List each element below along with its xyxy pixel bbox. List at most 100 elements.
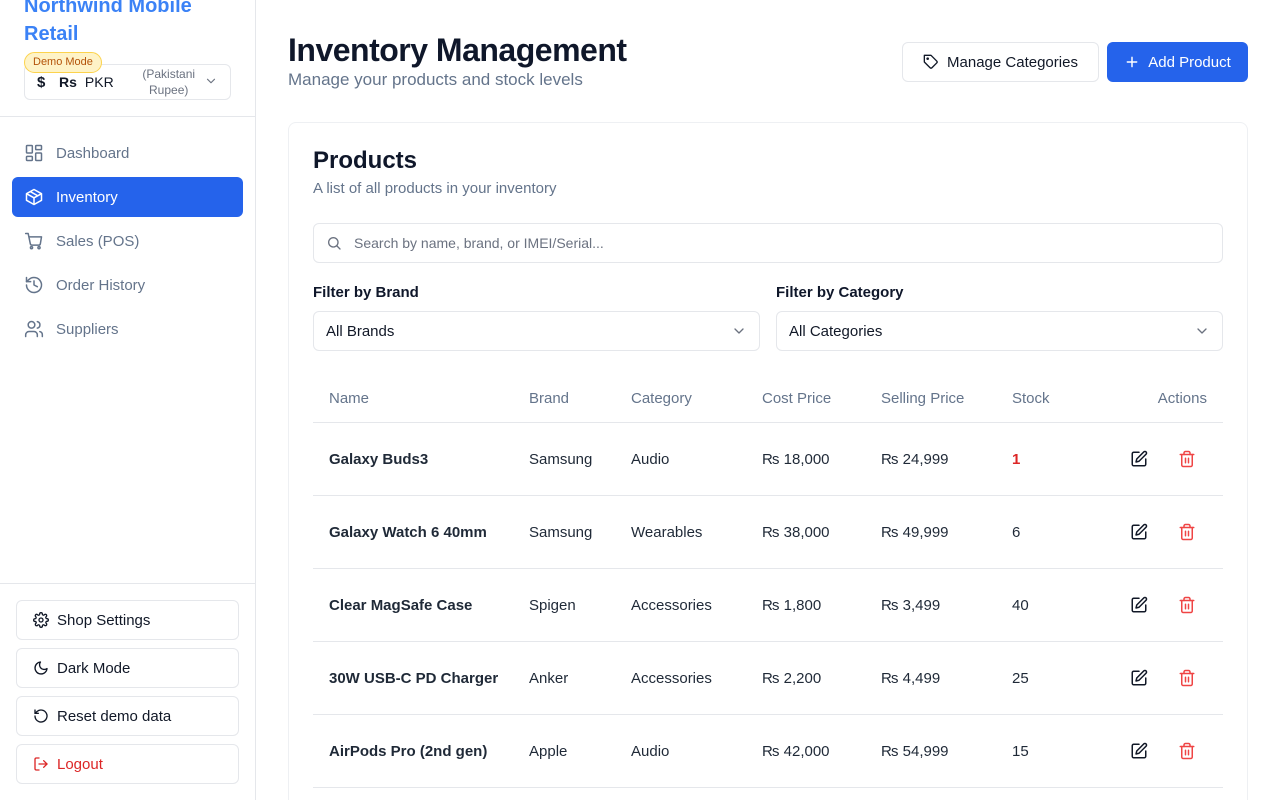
product-stock: 25 (1012, 669, 1029, 687)
sidebar-item-suppliers[interactable]: Suppliers (12, 309, 243, 349)
category-filter-select[interactable]: All Categories (776, 311, 1223, 351)
logout-label: Logout (57, 755, 103, 773)
product-selling-price: ₨ 24,999 (881, 450, 949, 468)
brand-filter-value: All Brands (326, 322, 395, 340)
edit-button[interactable] (1119, 439, 1159, 479)
dark-mode-label: Dark Mode (57, 659, 131, 677)
row-actions (1092, 439, 1223, 479)
table-row: Galaxy Watch 6 40mm Samsung Wearables ₨ … (313, 496, 1223, 569)
trash-icon (1179, 669, 1195, 687)
sidebar-item-sales-pos[interactable]: Sales (POS) (12, 221, 243, 261)
product-cost-price: ₨ 38,000 (762, 523, 830, 541)
dollar-icon: $ (37, 73, 46, 91)
column-header-name: Name (329, 390, 370, 407)
product-brand: Anker (529, 669, 569, 687)
edit-icon (1131, 596, 1148, 613)
product-category: Wearables (631, 523, 703, 541)
filter-brand-label: Filter by Brand (313, 284, 419, 301)
column-header-cost-price: Cost Price (762, 390, 832, 407)
sidebar: Northwind Mobile Retail Demo Mode $ Rs P… (0, 0, 256, 800)
dark-mode-button[interactable]: Dark Mode (16, 648, 239, 688)
plus-icon (1124, 54, 1140, 70)
product-stock: 6 (1012, 523, 1021, 541)
row-actions (1092, 658, 1223, 698)
product-name: Galaxy Watch 6 40mm (329, 523, 487, 541)
currency-select[interactable]: $ Rs PKR (Pakistani Rupee) (24, 64, 231, 100)
moon-icon (33, 660, 49, 676)
sidebar-item-label: Suppliers (56, 320, 119, 338)
sidebar-item-label: Sales (POS) (56, 232, 140, 250)
column-header-actions: Actions (1157, 390, 1207, 407)
add-product-label: Add Product (1148, 53, 1231, 71)
product-cost-price: ₨ 42,000 (762, 742, 830, 760)
currency-description: (Pakistani Rupee) (142, 67, 196, 97)
sidebar-item-label: Dashboard (56, 144, 130, 162)
delete-button[interactable] (1167, 585, 1207, 625)
manage-categories-button[interactable]: Manage Categories (902, 42, 1099, 82)
delete-button[interactable] (1167, 512, 1207, 552)
trash-icon (1179, 523, 1195, 541)
product-category: Accessories (631, 596, 712, 614)
edit-icon (1131, 669, 1148, 686)
edit-button[interactable] (1119, 731, 1159, 771)
product-brand: Spigen (529, 596, 576, 614)
sidebar-item-inventory[interactable]: Inventory (12, 177, 243, 217)
product-category: Audio (631, 450, 670, 468)
add-product-button[interactable]: Add Product (1107, 42, 1248, 82)
category-filter-value: All Categories (789, 322, 883, 340)
column-header-stock: Stock (1012, 390, 1050, 407)
product-cost-price: ₨ 2,200 (762, 669, 822, 687)
column-header-selling-price: Selling Price (881, 390, 965, 407)
sidebar-item-order-history[interactable]: Order History (12, 265, 243, 305)
edit-button[interactable] (1119, 658, 1159, 698)
edit-button[interactable] (1119, 512, 1159, 552)
product-cost-price: ₨ 1,800 (762, 596, 822, 614)
product-category: Audio (631, 742, 670, 760)
sidebar-item-dashboard[interactable]: Dashboard (12, 133, 243, 173)
sidebar-bottom-divider (0, 583, 255, 584)
demo-mode-badge: Demo Mode (24, 52, 102, 73)
sidebar-item-label: Order History (56, 276, 146, 294)
card-title: Products (313, 147, 418, 174)
currency-code: PKR (84, 74, 114, 90)
product-selling-price: ₨ 4,499 (881, 669, 941, 687)
delete-button[interactable] (1167, 731, 1207, 771)
table-body: Galaxy Buds3 Samsung Audio ₨ 18,000 ₨ 24… (313, 423, 1223, 788)
search-box (313, 223, 1223, 263)
tag-icon (923, 54, 939, 70)
shop-settings-button[interactable]: Shop Settings (16, 600, 239, 640)
edit-button[interactable] (1119, 585, 1159, 625)
product-brand: Apple (529, 742, 568, 760)
logout-button[interactable]: Logout (16, 744, 239, 784)
products-table: Name Brand Category Cost Price Selling P… (313, 375, 1223, 788)
row-actions (1092, 585, 1223, 625)
app-name: Northwind Mobile Retail (24, 0, 192, 45)
product-name: Galaxy Buds3 (329, 450, 429, 468)
cart-icon (24, 231, 44, 251)
table-row: 30W USB-C PD Charger Anker Accessories ₨… (313, 642, 1223, 715)
page-subtitle: Manage your products and stock levels (288, 70, 583, 89)
card-description: A list of all products in your inventory (313, 180, 557, 197)
package-icon (24, 187, 44, 207)
product-selling-price: ₨ 3,499 (881, 596, 941, 614)
reset-demo-button[interactable]: Reset demo data (16, 696, 239, 736)
history-icon (24, 275, 44, 295)
currency-symbol: Rs (59, 74, 77, 90)
sidebar-divider (0, 116, 255, 117)
product-stock: 1 (1012, 450, 1021, 468)
table-row: Galaxy Buds3 Samsung Audio ₨ 18,000 ₨ 24… (313, 423, 1223, 496)
delete-button[interactable] (1167, 439, 1207, 479)
search-icon (326, 235, 342, 251)
sidebar-item-label: Inventory (56, 188, 118, 206)
trash-icon (1179, 450, 1195, 468)
grid-icon (24, 143, 44, 163)
gear-icon (33, 612, 49, 628)
delete-button[interactable] (1167, 658, 1207, 698)
brand-filter-select[interactable]: All Brands (313, 311, 760, 351)
product-cost-price: ₨ 18,000 (762, 450, 830, 468)
search-input[interactable] (354, 235, 1214, 251)
row-actions (1092, 512, 1223, 552)
product-name: 30W USB-C PD Charger (329, 669, 499, 687)
table-row: AirPods Pro (2nd gen) Apple Audio ₨ 42,0… (313, 715, 1223, 788)
refresh-icon (33, 708, 49, 724)
